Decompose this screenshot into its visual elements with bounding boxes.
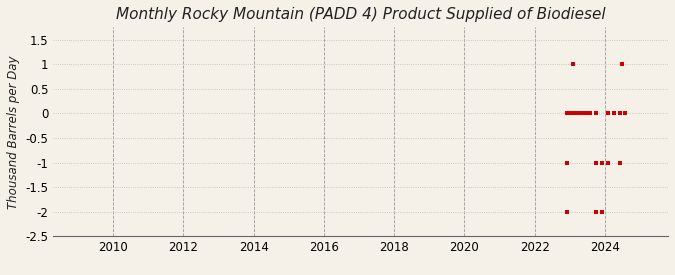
Point [562, 210, 572, 214]
Point [562, 111, 572, 116]
Y-axis label: Thousand Barrels per Day: Thousand Barrels per Day [7, 55, 20, 209]
Point [602, 160, 613, 165]
Point [620, 111, 630, 116]
Point [617, 62, 628, 66]
Point [614, 111, 625, 116]
Point [567, 62, 578, 66]
Point [602, 111, 613, 116]
Point [579, 111, 590, 116]
Point [608, 111, 619, 116]
Point [585, 111, 595, 116]
Point [567, 111, 578, 116]
Point [562, 160, 572, 165]
Point [591, 160, 601, 165]
Point [582, 111, 593, 116]
Point [570, 111, 581, 116]
Point [573, 111, 584, 116]
Point [564, 111, 575, 116]
Point [576, 111, 587, 116]
Point [591, 111, 601, 116]
Point [597, 160, 608, 165]
Point [597, 210, 608, 214]
Title: Monthly Rocky Mountain (PADD 4) Product Supplied of Biodiesel: Monthly Rocky Mountain (PADD 4) Product … [116, 7, 605, 22]
Point [614, 160, 625, 165]
Point [591, 210, 601, 214]
